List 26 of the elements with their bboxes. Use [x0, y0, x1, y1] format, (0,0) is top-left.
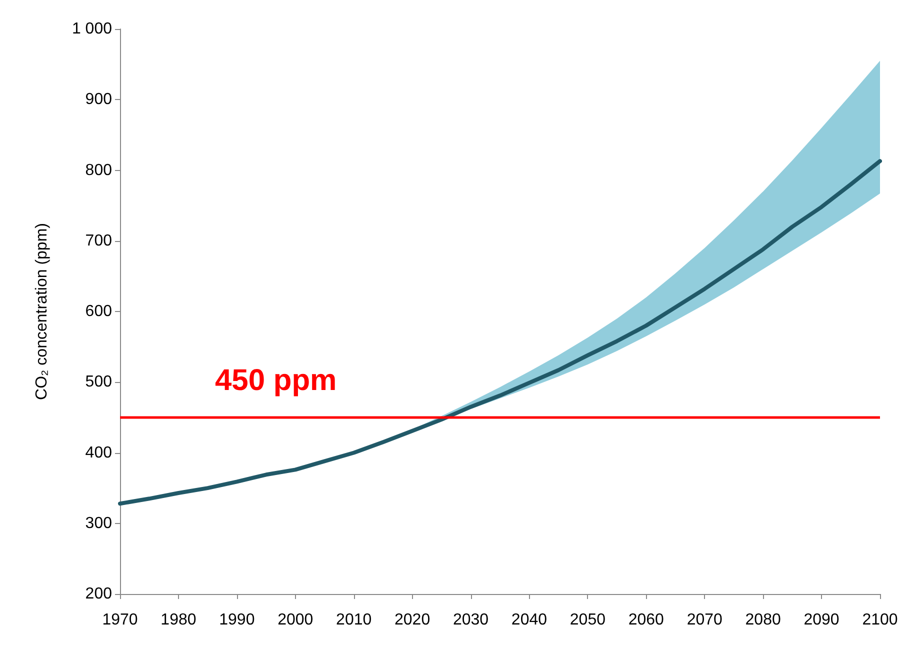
x-tick-label: 2010	[336, 612, 372, 628]
ref-line-label: 450 ppm	[215, 364, 337, 397]
y-tick-label: 800	[85, 162, 112, 179]
x-tick-label: 2060	[628, 612, 664, 628]
x-tick-label: 2100	[862, 612, 898, 628]
x-tick-label: 2090	[804, 612, 840, 628]
y-tick-label: 900	[85, 91, 112, 108]
y-axis-title: CO₂ concentration (ppm)	[34, 223, 50, 400]
x-tick-label: 2020	[394, 612, 430, 628]
x-tick-label: 1990	[219, 612, 255, 628]
y-tick-label: 1 000	[72, 20, 112, 38]
x-tick-label: 1970	[102, 612, 138, 628]
x-tick-label: 2050	[570, 612, 606, 628]
line-series	[118, 159, 882, 506]
y-tick-label: 500	[85, 374, 112, 391]
y-tick-label: 400	[85, 444, 112, 462]
y-tick-label: 200	[85, 586, 112, 602]
x-tick-label: 2070	[686, 612, 723, 628]
y-tick-label: 700	[85, 232, 112, 250]
y-tick-label: 600	[85, 303, 112, 320]
x-tick-label: 2030	[452, 612, 489, 628]
x-tick-label: 1980	[160, 612, 196, 628]
x-tick-label: 2040	[511, 612, 548, 628]
x-tick-label: 2080	[745, 612, 781, 628]
x-tick-label: 2000	[278, 612, 314, 628]
y-tick-label: 300	[85, 514, 112, 532]
